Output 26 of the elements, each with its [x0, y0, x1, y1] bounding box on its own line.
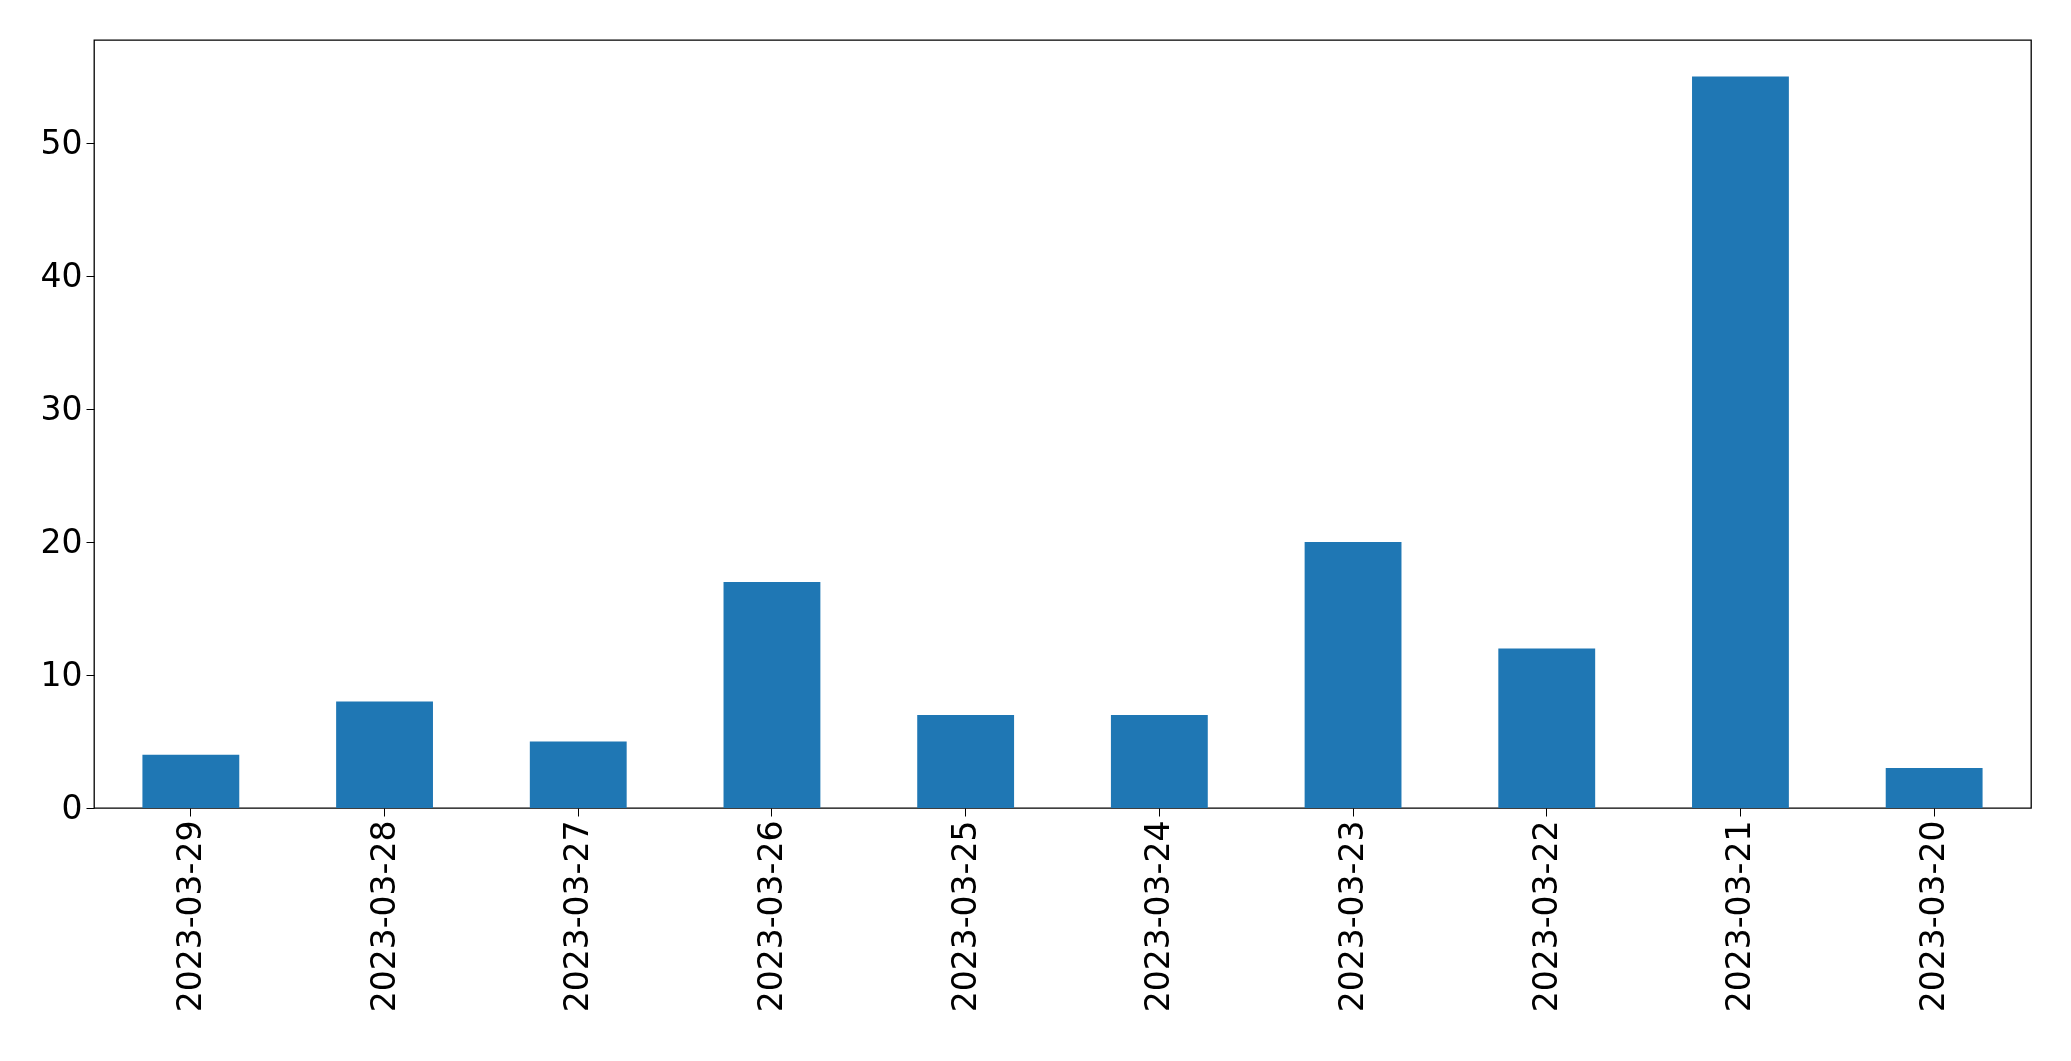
bar — [142, 754, 240, 808]
x-tick-label: 2023-03-21 — [1719, 820, 1759, 1013]
x-tick-label: 2023-03-28 — [363, 820, 403, 1013]
x-tick-label: 2023-03-27 — [557, 820, 597, 1013]
x-tick-label: 2023-03-26 — [750, 820, 790, 1013]
y-tick-label: 0 — [61, 787, 83, 827]
y-tick-label: 10 — [40, 654, 83, 694]
bar — [1110, 714, 1208, 808]
x-tick-label: 2023-03-23 — [1332, 820, 1372, 1013]
bar — [1498, 648, 1596, 808]
bar — [1692, 76, 1789, 808]
bar — [723, 581, 821, 808]
y-tick-label: 20 — [40, 521, 83, 561]
bar — [529, 741, 627, 808]
x-tick-label: 2023-03-25 — [944, 820, 984, 1013]
x-tick-label: 2023-03-29 — [169, 820, 209, 1013]
bar — [1885, 768, 1983, 808]
bar — [917, 714, 1015, 808]
x-tick-label: 2023-03-20 — [1913, 820, 1953, 1013]
bar — [336, 701, 433, 808]
x-tick-label: 2023-03-22 — [1525, 820, 1565, 1013]
bar — [1304, 542, 1402, 808]
y-tick-label: 30 — [40, 388, 83, 428]
x-tick-label: 2023-03-24 — [1138, 820, 1178, 1013]
y-tick-label: 50 — [40, 122, 83, 162]
y-tick-label: 40 — [40, 255, 83, 295]
